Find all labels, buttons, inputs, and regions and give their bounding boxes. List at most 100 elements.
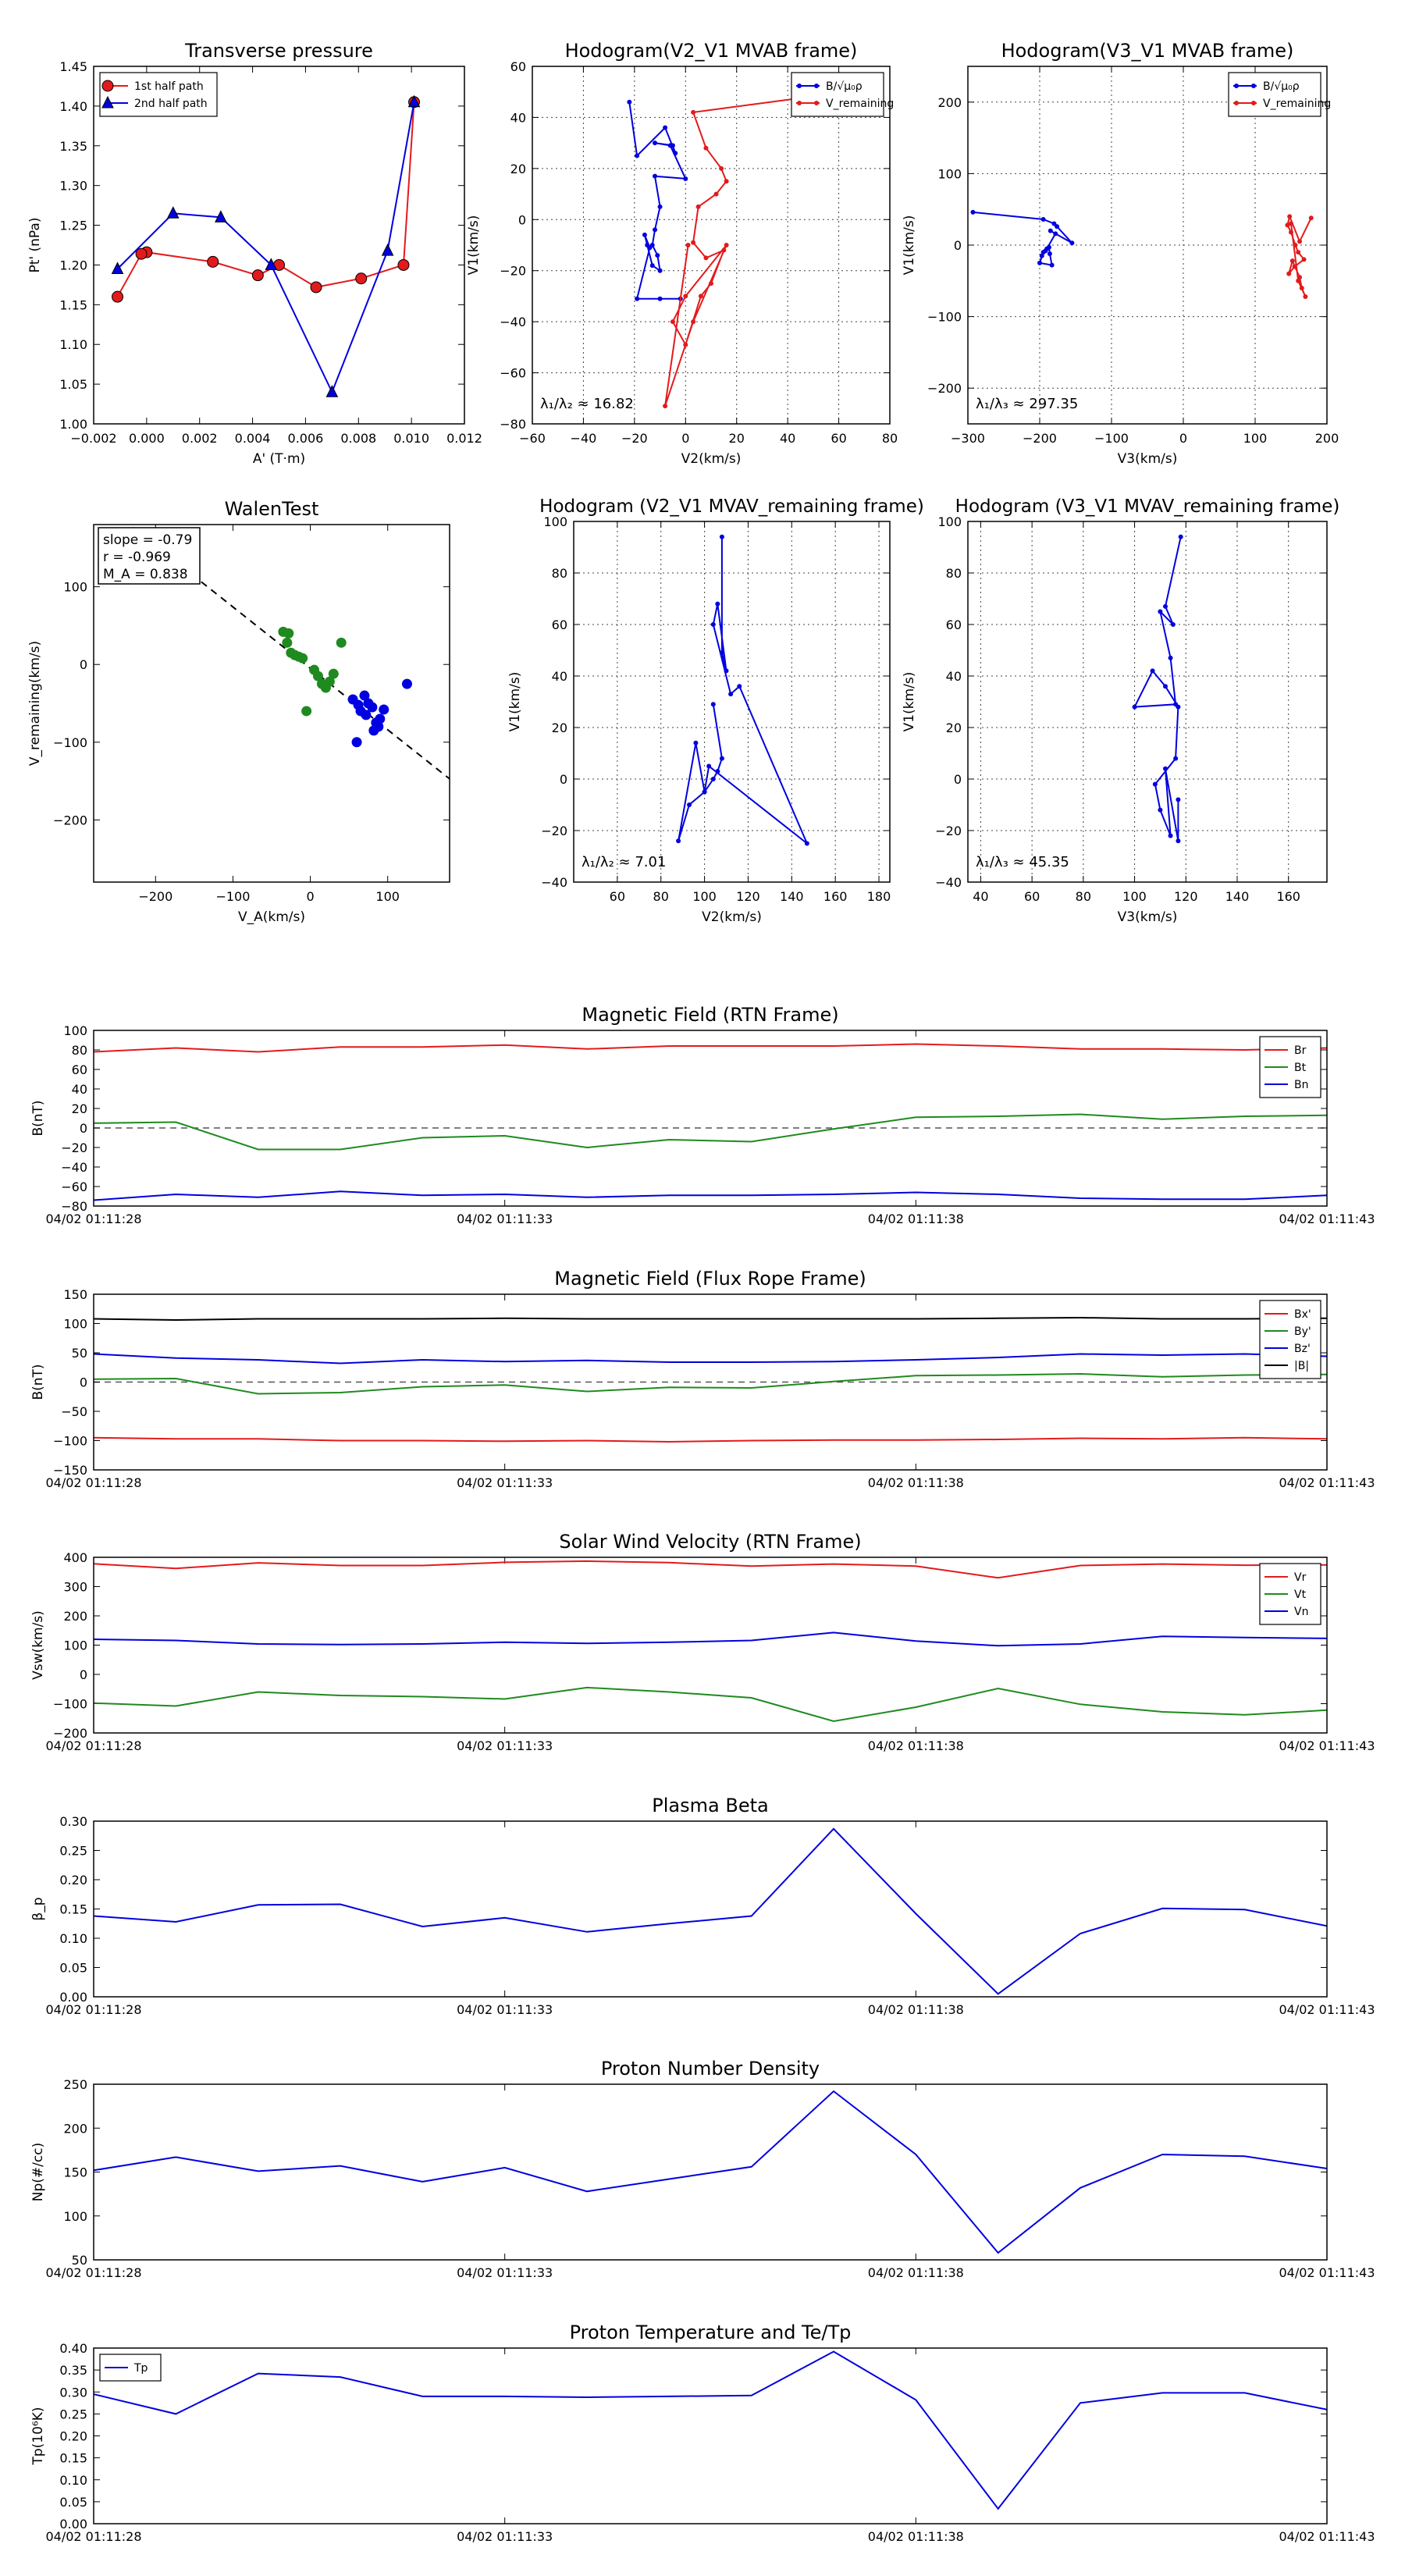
chart-title: WalenTest <box>225 498 319 520</box>
chart-title: Magnetic Field (Flux Rope Frame) <box>554 1268 866 1290</box>
legend-box <box>99 72 218 117</box>
y-tick-label: 100 <box>937 166 962 181</box>
y-tick-label: 100 <box>543 514 567 529</box>
x-tick-label: 04/02 01:11:38 <box>868 2265 964 2280</box>
series-line <box>973 211 1073 266</box>
data-point <box>635 153 640 158</box>
chart-title: Transverse pressure <box>184 40 373 62</box>
y-tick-label: 1.25 <box>59 219 87 233</box>
y-tick-label: 0 <box>954 238 962 253</box>
axes-frame <box>967 66 1328 425</box>
x-tick-label: 80 <box>1076 889 1091 904</box>
data-point <box>301 706 312 717</box>
annotation: λ₁/λ₃ ≈ 297.35 <box>976 396 1078 412</box>
series-2nd-half-path <box>111 94 421 397</box>
y-tick-label: 100 <box>63 1023 87 1038</box>
x-tick-label: 0.004 <box>235 431 271 446</box>
x-tick-label: 140 <box>1225 889 1250 904</box>
y-tick-label: 80 <box>72 1043 87 1058</box>
data-point <box>1297 239 1303 244</box>
axes-frame <box>532 66 891 425</box>
legend-label: B/√μ₀ρ <box>826 80 863 93</box>
data-point <box>719 650 724 656</box>
y-tick-label: 20 <box>946 720 962 735</box>
y-tick-label: 0.25 <box>59 2407 87 2421</box>
data-point <box>719 534 724 539</box>
plot-area <box>94 1560 1327 1723</box>
series-line <box>94 1686 1327 1723</box>
legend-label: Br <box>1294 1044 1307 1057</box>
data-point <box>1049 262 1055 268</box>
series-tp <box>94 2350 1327 2510</box>
y-tick-label: −100 <box>53 735 87 750</box>
data-point <box>1299 285 1304 290</box>
stats-line: M_A = 0.838 <box>103 567 188 582</box>
x-tick-label: 160 <box>1276 889 1300 904</box>
data-point <box>649 263 655 269</box>
data-point <box>265 258 278 270</box>
panel-vsw: Solar Wind Velocity (RTN Frame) −200 −100 0… <box>30 1531 1375 1753</box>
y-tick-label: 0.05 <box>59 1961 87 1976</box>
series-bz- <box>94 1353 1327 1364</box>
series-line <box>94 1316 1327 1322</box>
data-point <box>635 296 640 301</box>
stats-box <box>98 527 201 585</box>
y-tick-label: 60 <box>946 617 962 632</box>
y-tick-label: −100 <box>53 1697 87 1712</box>
data-point <box>715 601 720 607</box>
data-point <box>702 789 707 795</box>
data-point <box>1168 833 1173 838</box>
x-tick-label: −20 <box>621 431 648 446</box>
x-tick-label: 40 <box>780 431 795 446</box>
x-tick-label: 0.000 <box>129 431 165 446</box>
x-axis-label: V2(km/s) <box>702 909 762 925</box>
series-line <box>1286 214 1312 297</box>
series-vn <box>94 1631 1327 1647</box>
y-tick-label: 1.05 <box>59 377 87 392</box>
x-tick-label: 100 <box>1243 431 1268 446</box>
data-point <box>1287 214 1293 219</box>
data-point <box>351 737 362 748</box>
data-point <box>1308 215 1314 221</box>
data-point <box>111 262 124 275</box>
data-point <box>1158 807 1163 813</box>
panel-walen: WalenTest −200 −100 0 100 −200 −100 0 100 V_A(km/… <box>27 498 450 925</box>
series-line <box>94 1827 1327 1995</box>
y-tick-label: 50 <box>72 2253 87 2268</box>
x-tick-label: −0.002 <box>70 431 116 446</box>
data-point <box>724 243 729 247</box>
series-line <box>678 536 808 845</box>
data-point <box>251 269 264 282</box>
y-tick-label: −80 <box>61 1199 87 1214</box>
data-point <box>283 628 294 639</box>
data-point <box>1037 260 1042 265</box>
x-tick-label: 60 <box>1024 889 1040 904</box>
data-point <box>1234 84 1239 88</box>
series-line <box>94 1436 1327 1443</box>
data-point <box>1297 275 1303 280</box>
series-np <box>94 2090 1327 2254</box>
legend-label: 1st half path <box>134 80 204 93</box>
data-point <box>1152 781 1158 787</box>
panel-hodo_mvav_v3: Hodogram (V3_V1 MVAV_remaining frame) −40… <box>902 496 1339 925</box>
x-tick-label: 100 <box>375 889 400 904</box>
data-point <box>1303 294 1308 299</box>
panel-mag_rtn: Magnetic Field (RTN Frame) −80 −60 −40 −20 0 2… <box>30 1004 1375 1226</box>
x-tick-label: 60 <box>831 431 846 446</box>
y-tick-label: 1.10 <box>59 337 87 352</box>
data-point <box>653 227 658 233</box>
x-tick-label: 04/02 01:11:38 <box>868 2529 964 2544</box>
y-tick-label: −40 <box>541 875 567 890</box>
panel-mag_fr: Magnetic Field (Flux Rope Frame) −150 −100… <box>30 1268 1375 1490</box>
data-point <box>1046 244 1051 250</box>
x-tick-label: 0.002 <box>182 431 218 446</box>
data-point <box>135 247 148 260</box>
y-tick-label: 100 <box>63 1638 87 1653</box>
x-tick-label: 20 <box>729 431 745 446</box>
y-tick-label: −40 <box>935 875 962 890</box>
y-tick-label: 0 <box>80 1375 87 1390</box>
y-tick-label: 80 <box>552 566 567 581</box>
series-line <box>94 1631 1327 1647</box>
plot-area <box>94 1316 1327 1443</box>
data-point <box>1301 257 1307 262</box>
